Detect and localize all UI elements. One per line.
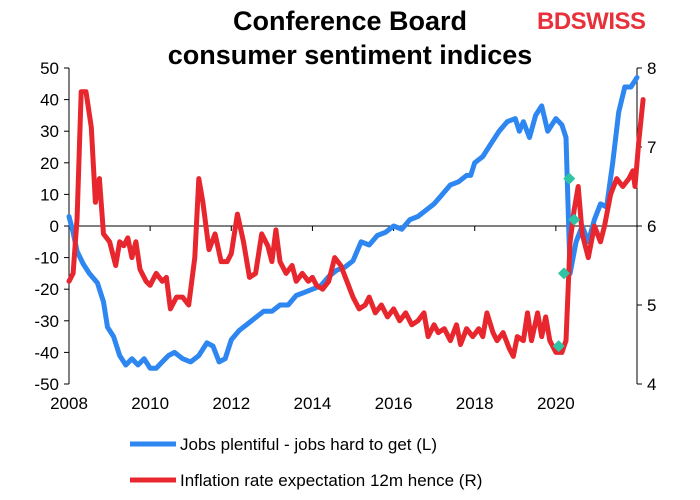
x-tick-label: 2008 (50, 394, 88, 413)
y-left-tick-label: -50 (34, 375, 59, 394)
data-marker (563, 172, 576, 185)
y-left-tick-label: -10 (34, 249, 59, 268)
y-right-tick-label: 6 (647, 217, 656, 236)
x-tick-label: 2018 (456, 394, 494, 413)
chart-title-line-1: Conference Board (232, 6, 468, 36)
x-tick-label: 2010 (131, 394, 169, 413)
y-left-tick-label: 40 (40, 91, 59, 110)
x-tick-label: 2014 (294, 394, 332, 413)
y-right-tick-label: 5 (647, 296, 656, 315)
inflation-series-line (66, 89, 646, 359)
y-left-tick-label: 10 (40, 185, 59, 204)
y-left-tick-label: -40 (34, 343, 59, 362)
legend-label-jobs: Jobs plentiful - jobs hard to get (L) (180, 435, 437, 454)
y-right-tick-label: 8 (647, 59, 656, 78)
y-right-tick-label: 4 (647, 375, 656, 394)
y-left-tick-label: 30 (40, 122, 59, 141)
chart-title-line-2: consumer sentiment indices (167, 40, 533, 70)
y-left-tick-label: 20 (40, 154, 59, 173)
x-tick-label: 2012 (212, 394, 250, 413)
x-tick-label: 2020 (537, 394, 575, 413)
brand-logo-part1: BD (537, 8, 571, 35)
data-marker (568, 213, 581, 226)
y-right-tick-label: 7 (647, 138, 656, 157)
jobs-series-line (66, 75, 640, 371)
y-left-tick-label: -20 (34, 280, 59, 299)
brand-logo: BDSWISS (537, 8, 646, 36)
chart-title: Conference Board consumer sentiment indi… (0, 4, 700, 72)
data-marker (557, 267, 570, 280)
data-marker (552, 340, 565, 353)
x-tick-label: 2016 (375, 394, 413, 413)
legend-label-inflation: Inflation rate expectation 12m hence (R) (180, 471, 482, 490)
y-left-tick-label: -30 (34, 312, 59, 331)
brand-logo-part2: SWISS (570, 8, 646, 35)
y-left-tick-label: 50 (40, 59, 59, 78)
y-left-tick-label: 0 (50, 217, 59, 236)
